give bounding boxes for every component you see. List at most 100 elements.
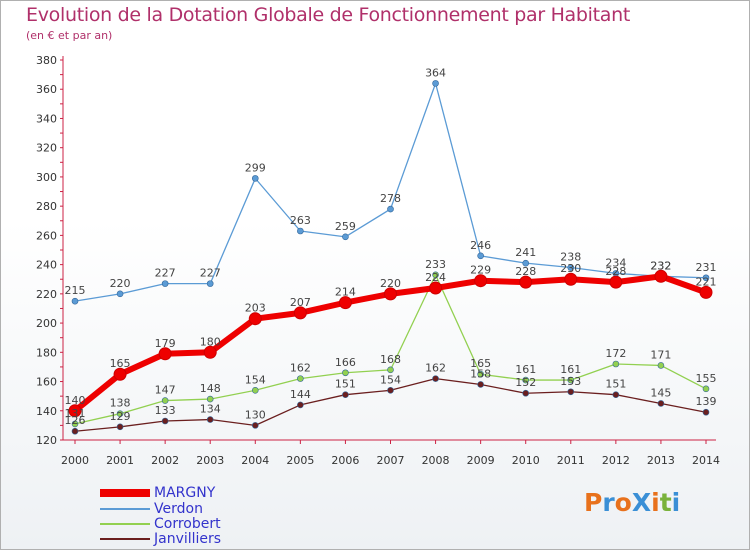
data-point-verdon	[251, 175, 259, 182]
data-label-margny: 179	[155, 337, 176, 350]
logo-letter: X	[631, 488, 652, 517]
y-tick-label: 360	[36, 83, 57, 96]
legend-label-margny: MARGNY	[154, 485, 216, 501]
data-point-janvilliers	[71, 427, 79, 435]
data-label-janvilliers: 151	[605, 378, 626, 391]
data-label-verdon: 227	[200, 267, 221, 280]
x-tick-label: 2007	[377, 454, 405, 467]
data-point-corrobert	[116, 410, 124, 417]
data-label-verdon: 232	[650, 259, 671, 272]
data-label-verdon: 234	[605, 256, 626, 269]
logo-letter: i	[671, 488, 681, 517]
y-tick-label: 320	[36, 142, 57, 155]
data-label-margny: 203	[245, 302, 266, 315]
y-tick-label: 200	[36, 317, 57, 330]
data-point-janvilliers	[612, 391, 620, 398]
legend-swatch-margny	[100, 489, 150, 497]
data-point-janvilliers	[432, 375, 439, 382]
data-label-verdon: 299	[245, 161, 266, 174]
data-label-janvilliers: 139	[696, 395, 717, 408]
data-point-corrobert	[612, 360, 620, 368]
data-point-janvilliers	[116, 423, 124, 431]
chart-subtitle: (en € et par an)	[26, 29, 113, 42]
data-label-verdon: 263	[290, 214, 311, 227]
data-label-janvilliers: 151	[335, 378, 356, 391]
data-label-janvilliers: 134	[200, 403, 221, 416]
x-tick-label: 2008	[422, 454, 450, 467]
data-label-corrobert: 172	[605, 347, 626, 360]
data-point-margny	[293, 306, 307, 320]
data-label-corrobert: 147	[155, 384, 176, 397]
data-point-corrobert	[657, 362, 665, 369]
data-label-janvilliers: 152	[515, 376, 536, 389]
legend-swatch-verdon	[100, 508, 150, 510]
y-tick-label: 140	[36, 405, 57, 418]
data-label-corrobert: 131	[65, 407, 86, 420]
x-tick-label: 2011	[557, 454, 585, 467]
data-point-margny	[609, 275, 623, 289]
data-label-verdon: 259	[335, 220, 356, 233]
data-point-corrobert	[297, 375, 304, 382]
data-point-margny	[519, 275, 533, 289]
data-label-verdon: 364	[425, 66, 446, 79]
data-point-janvilliers	[251, 422, 259, 429]
data-point-margny	[699, 285, 713, 299]
data-label-corrobert: 165	[470, 357, 491, 370]
data-point-janvilliers	[567, 388, 575, 396]
x-tick-label: 2001	[106, 454, 134, 467]
data-point-corrobert	[71, 420, 79, 428]
data-label-margny: 165	[110, 357, 131, 370]
data-point-verdon	[567, 264, 575, 271]
data-point-margny	[158, 347, 172, 361]
legend-item-corrobert: Corrobert	[100, 516, 221, 532]
data-label-verdon: 227	[155, 267, 176, 280]
data-label-margny: 228	[605, 265, 626, 278]
chart-title: Evolution de la Dotation Globale de Fonc…	[26, 4, 631, 26]
y-tick-label: 300	[36, 171, 57, 184]
logo-letter: o	[614, 488, 632, 517]
data-label-verdon: 215	[65, 284, 86, 297]
data-label-margny: 207	[290, 296, 311, 309]
data-label-margny: 221	[696, 275, 717, 288]
legend-swatch-janvilliers	[100, 538, 150, 540]
y-tick-label: 340	[36, 112, 57, 125]
x-tick-label: 2012	[602, 454, 630, 467]
data-point-corrobert	[206, 395, 214, 403]
data-label-margny: 224	[425, 271, 446, 284]
data-point-verdon	[297, 227, 304, 235]
data-point-corrobert	[522, 376, 530, 384]
legend-swatch-corrobert	[100, 523, 150, 525]
logo-letter: r	[602, 488, 615, 517]
data-point-margny	[203, 345, 217, 359]
data-point-verdon	[522, 259, 530, 267]
data-label-margny: 230	[560, 262, 581, 275]
data-point-margny	[248, 312, 262, 326]
x-tick-label: 2000	[61, 454, 89, 467]
data-point-margny	[68, 404, 82, 418]
data-label-janvilliers: 133	[155, 404, 176, 417]
data-label-corrobert: 161	[560, 363, 581, 376]
x-tick-label: 2005	[286, 454, 314, 467]
data-point-janvilliers	[477, 381, 484, 388]
data-point-margny	[429, 281, 443, 295]
data-label-corrobert: 162	[290, 362, 311, 375]
data-point-verdon	[432, 80, 439, 87]
y-tick-label: 180	[36, 346, 57, 359]
y-tick-label: 280	[36, 200, 57, 213]
data-label-corrobert: 166	[335, 356, 356, 369]
y-tick-label: 220	[36, 288, 57, 301]
data-label-verdon: 278	[380, 192, 401, 205]
data-label-corrobert: 168	[380, 353, 401, 366]
y-tick-label: 260	[36, 229, 57, 242]
data-label-corrobert: 171	[650, 348, 671, 361]
data-label-corrobert: 148	[200, 382, 221, 395]
data-point-janvilliers	[342, 391, 349, 398]
data-label-janvilliers: 153	[560, 375, 581, 388]
y-tick-label: 380	[36, 54, 57, 67]
data-label-verdon: 220	[110, 277, 131, 290]
data-label-margny: 232	[650, 259, 671, 272]
data-label-corrobert: 138	[110, 397, 131, 410]
data-label-janvilliers: 158	[470, 367, 491, 380]
data-label-verdon: 241	[515, 246, 536, 259]
